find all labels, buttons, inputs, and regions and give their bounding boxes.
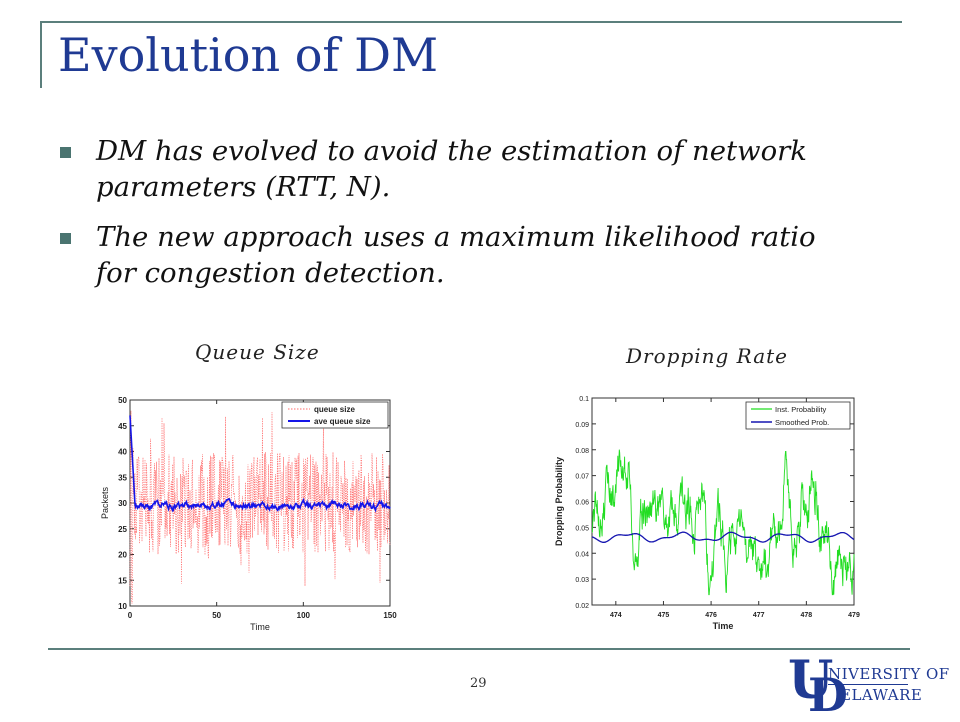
legend-box — [281, 401, 389, 429]
plot-area — [591, 397, 855, 606]
y-tick-label: 50 — [118, 396, 127, 405]
x-tick-label: 150 — [383, 611, 397, 620]
bullet-item: DM has evolved to avoid the estimation o… — [60, 133, 860, 205]
logo-letter-u: U — [788, 650, 834, 711]
x-tick-label: 476 — [705, 612, 717, 619]
page-number: 29 — [470, 676, 487, 691]
legend-box — [745, 401, 851, 430]
square-bullet-icon — [60, 147, 71, 158]
x-axis-label: Time — [250, 622, 270, 632]
logo-divider — [828, 684, 908, 685]
y-tick-label: 0.02 — [575, 603, 589, 610]
queue-size-line — [129, 410, 391, 604]
y-tick-label: 25 — [118, 525, 127, 534]
y-tick-label: 0.1 — [579, 396, 589, 403]
y-tick-label: 15 — [118, 576, 127, 585]
square-bullet-icon — [60, 233, 71, 244]
smoothed-prob-line — [591, 531, 855, 543]
footer-line — [48, 648, 910, 650]
logo-line-2: ELAWARE — [840, 686, 923, 704]
dropping-rate-chart: 474 475 476 477 478 479 0.02 0.03 0.04 0.05 0.06 0.… — [554, 396, 860, 631]
y-tick-label: 20 — [118, 551, 127, 560]
y-axis-label: Packets — [100, 486, 110, 519]
x-tick-label: 477 — [753, 612, 765, 619]
ave-queue-size-line — [129, 415, 391, 513]
inst-probability-line — [591, 449, 855, 596]
y-tick-label: 45 — [118, 422, 127, 431]
legend-smoothed-prob-label: Smoothed Prob. — [775, 418, 829, 427]
queue-chart-caption: Queue Size — [195, 340, 320, 364]
y-tick-label: 0.06 — [575, 500, 589, 507]
y-tick-label: 0.03 — [575, 577, 589, 584]
top-border-line — [40, 21, 902, 23]
x-tick-label: 475 — [658, 612, 670, 619]
university-logo: U D NIVERSITY OF ELAWARE — [788, 650, 949, 722]
x-tick-label: 479 — [848, 612, 860, 619]
logo-line-1: NIVERSITY OF — [828, 665, 950, 683]
y-tick-label: 0.07 — [575, 474, 589, 481]
y-axis-label: Dropping Probability — [554, 457, 564, 546]
y-tick-label: 0.09 — [575, 422, 589, 429]
logo-letter-d: D — [808, 668, 848, 722]
queue-size-chart: 0 50 100 150 10 15 20 25 30 35 40 45 50 Time Packets qu… — [100, 396, 397, 632]
bullet-text: The new approach uses a maximum likeliho… — [96, 221, 816, 289]
y-tick-label: 10 — [118, 602, 127, 611]
legend-ave-queue-label: ave queue size — [314, 417, 371, 426]
legend-inst-prob-label: Inst. Probability — [775, 405, 827, 414]
bullet-text: DM has evolved to avoid the estimation o… — [96, 135, 807, 203]
drop-chart-caption: Dropping Rate — [626, 344, 788, 368]
x-tick-label: 478 — [801, 612, 813, 619]
left-border-line — [40, 21, 42, 88]
bullet-item: The new approach uses a maximum likeliho… — [60, 219, 860, 291]
slide-title: Evolution of DM — [58, 28, 439, 82]
y-tick-label: 0.05 — [575, 525, 589, 532]
y-tick-label: 40 — [118, 448, 127, 457]
x-tick-label: 100 — [297, 611, 311, 620]
y-tick-label: 0.08 — [575, 448, 589, 455]
y-tick-label: 30 — [118, 499, 127, 508]
legend-queue-size-label: queue size — [314, 405, 355, 414]
x-tick-label: 474 — [610, 612, 622, 619]
x-tick-label: 50 — [212, 611, 221, 620]
x-axis-label: Time — [713, 621, 734, 631]
x-tick-label: 0 — [128, 611, 133, 620]
y-tick-label: 35 — [118, 473, 127, 482]
y-tick-label: 0.04 — [575, 551, 589, 558]
bullet-list: DM has evolved to avoid the estimation o… — [60, 133, 860, 305]
